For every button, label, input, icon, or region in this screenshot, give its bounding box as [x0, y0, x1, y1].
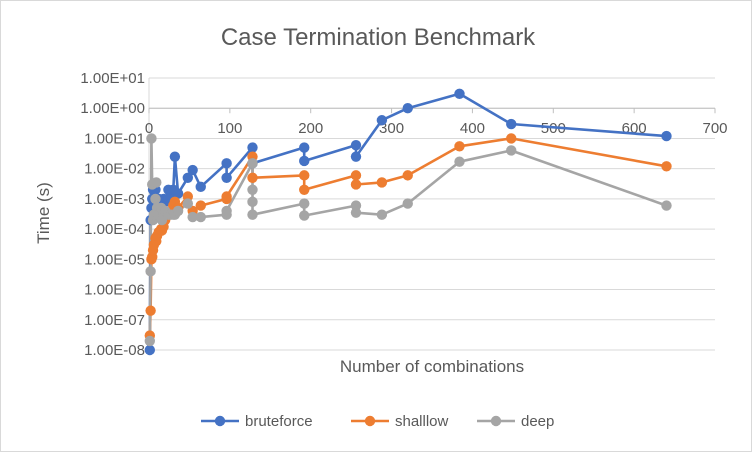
- data-point-deep: [661, 200, 672, 211]
- data-point-deep: [172, 205, 184, 217]
- data-point-shalllow: [247, 172, 258, 183]
- x-tick-label: 700: [702, 120, 727, 137]
- data-point-shalllow: [145, 305, 156, 316]
- data-point-deep: [506, 145, 517, 156]
- data-point-bruteforce: [172, 188, 184, 199]
- data-point-shalllow: [195, 200, 206, 211]
- data-point-deep: [247, 184, 258, 195]
- y-tick-label: 1.00E-04: [84, 221, 145, 238]
- x-tick-label: 300: [379, 120, 404, 137]
- data-point-bruteforce: [299, 142, 310, 153]
- data-point-shalllow: [402, 170, 413, 181]
- data-point-bruteforce: [350, 151, 362, 162]
- data-point-deep: [299, 210, 310, 221]
- data-point-deep: [151, 177, 162, 188]
- data-point-shalllow: [506, 133, 517, 144]
- y-tick-label: 1.00E-06: [84, 282, 145, 299]
- data-point-deep: [146, 133, 157, 144]
- data-point-deep: [350, 207, 362, 218]
- data-point-shalllow: [454, 141, 465, 152]
- data-point-shalllow: [221, 191, 232, 202]
- data-point-shalllow: [299, 170, 310, 181]
- chart-title: Case Termination Benchmark: [221, 24, 536, 51]
- x-tick-label: 100: [217, 120, 242, 137]
- data-point-deep: [182, 198, 194, 209]
- data-point-bruteforce: [376, 115, 388, 126]
- data-point-deep: [376, 209, 388, 220]
- data-point-bruteforce: [187, 164, 198, 176]
- data-point-shalllow: [299, 184, 310, 195]
- legend-label-deep: deep: [521, 413, 554, 430]
- x-tick-label: 0: [145, 120, 153, 137]
- data-point-deep: [195, 211, 206, 223]
- data-point-bruteforce: [247, 142, 258, 153]
- data-point-bruteforce: [221, 158, 232, 169]
- legend-label-shalllow: shalllow: [395, 413, 449, 430]
- data-point-deep: [402, 198, 413, 209]
- data-point-shalllow: [350, 170, 362, 181]
- series-points: [144, 88, 672, 356]
- data-point-deep: [247, 209, 258, 220]
- x-tick-label: 200: [298, 120, 323, 137]
- data-point-deep: [221, 205, 232, 217]
- data-point-bruteforce: [182, 172, 194, 183]
- data-point-shalllow: [661, 161, 672, 172]
- data-point-bruteforce: [454, 88, 465, 100]
- legend-label-bruteforce: bruteforce: [245, 413, 313, 430]
- data-point-bruteforce: [221, 172, 232, 183]
- data-point-bruteforce: [299, 155, 310, 167]
- data-point-deep: [299, 198, 310, 209]
- data-point-bruteforce: [350, 139, 362, 151]
- y-tick-label: 1.00E-01: [84, 130, 145, 147]
- y-tick-label: 1.00E-02: [84, 161, 145, 178]
- y-tick-label: 1.00E+00: [80, 100, 145, 117]
- grid-layer: [148, 77, 716, 351]
- data-point-shalllow: [350, 179, 362, 190]
- data-point-bruteforce: [506, 118, 517, 130]
- data-point-deep: [247, 158, 258, 169]
- data-point-bruteforce: [402, 103, 413, 114]
- data-point-deep: [247, 196, 258, 208]
- data-point-shalllow: [376, 177, 388, 188]
- y-tick-label: 1.00E-08: [84, 342, 145, 359]
- y-tick-labels: 1.00E-08 1.00E-07 1.00E-06 1.00E-05 1.00E-04…: [80, 70, 145, 359]
- data-point-deep: [145, 266, 156, 277]
- data-point-deep: [150, 193, 161, 205]
- data-point-deep: [454, 156, 465, 167]
- data-point-deep: [187, 211, 198, 223]
- legend-marker-shalllow: [364, 415, 376, 427]
- y-tick-label: 1.00E-03: [84, 191, 145, 208]
- legend-marker-bruteforce: [214, 415, 226, 427]
- y-tick-label: 1.00E+01: [80, 70, 145, 87]
- data-point-bruteforce: [195, 181, 206, 193]
- data-point-bruteforce: [661, 130, 672, 142]
- legend: bruteforce shalllow deep: [201, 413, 554, 430]
- data-point-deep: [144, 335, 156, 347]
- x-tick-label: 500: [541, 120, 566, 137]
- legend-marker-deep: [490, 415, 502, 427]
- x-axis-label: Number of combinations: [340, 357, 524, 376]
- y-tick-label: 1.00E-05: [84, 251, 145, 268]
- data-point-bruteforce: [169, 151, 181, 162]
- x-tick-label: 400: [460, 120, 485, 137]
- data-point-bruteforce: [144, 344, 156, 356]
- y-tick-label: 1.00E-07: [84, 312, 145, 329]
- y-axis-label: Time (s): [34, 182, 53, 244]
